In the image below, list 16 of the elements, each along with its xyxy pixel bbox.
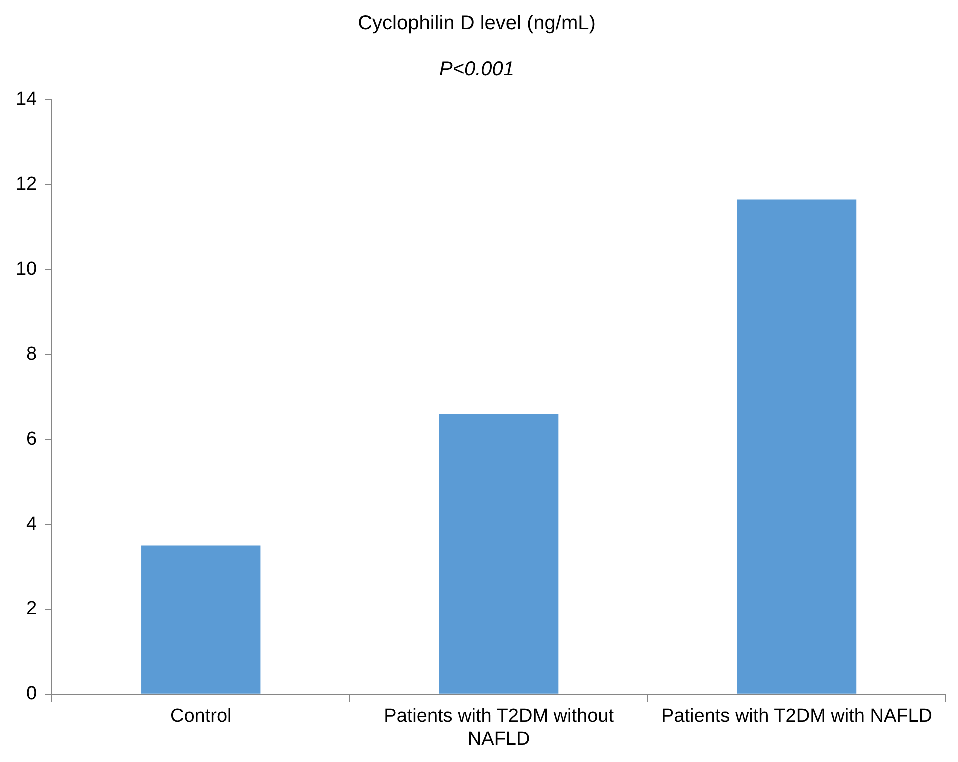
- y-tick-label: 14: [16, 89, 38, 110]
- chart-subtitle: P<0.001: [439, 58, 515, 81]
- y-tick-label: 0: [26, 684, 38, 705]
- y-tick-label: 2: [26, 598, 38, 620]
- x-tick-label: Patients with T2DM without NAFLD: [384, 706, 615, 750]
- x-tick-label: Control: [170, 706, 232, 728]
- bar: [737, 200, 857, 694]
- y-tick-label: 10: [16, 259, 38, 280]
- bar: [439, 414, 559, 694]
- y-tick-label: 12: [16, 174, 38, 196]
- y-tick-label: 8: [26, 344, 38, 365]
- bar: [142, 546, 261, 694]
- y-tick-label: 6: [26, 428, 38, 450]
- y-tick-label: 4: [26, 514, 38, 535]
- chart-title: Cyclophilin D level (ng/mL): [358, 12, 596, 35]
- x-tick-label: Patients with T2DM with NAFLD: [662, 706, 933, 728]
